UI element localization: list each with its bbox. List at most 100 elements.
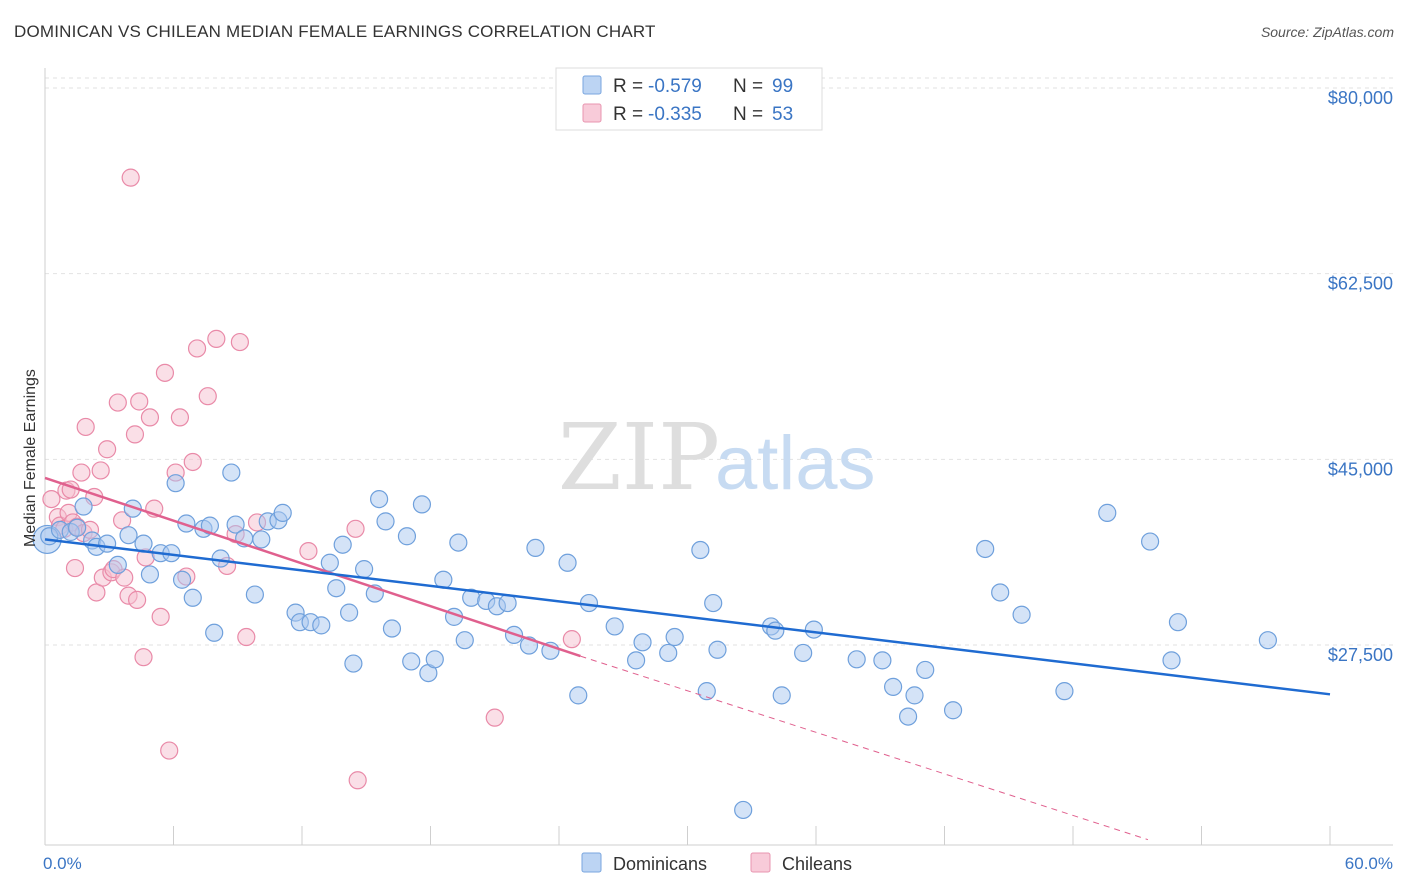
dominicans-point-71 (697, 682, 716, 701)
dominicans-point-90 (1055, 682, 1074, 701)
chileans-point-41 (198, 387, 217, 406)
dominicans-point-30 (273, 503, 292, 522)
chileans-point-45 (230, 332, 249, 352)
y-tick-label-0: $27,500 (1328, 645, 1393, 665)
dominicans-point-22 (211, 549, 230, 568)
dominicans-point-81 (873, 651, 892, 670)
legend-swatch-dominicans (582, 75, 602, 95)
dominicans-point-77 (772, 686, 791, 705)
dominicans-point-26 (245, 585, 264, 604)
dominicans-point-95 (1258, 631, 1277, 650)
x-tick-label-max: 60.0% (1345, 854, 1393, 873)
dominicans-point-24 (226, 515, 245, 534)
dominicans-point-86 (943, 701, 963, 720)
dominicans-point-49 (425, 650, 444, 669)
x-tick-label-min: 0.0% (43, 854, 82, 873)
chileans-point-18 (98, 440, 117, 459)
dominicans-points (32, 463, 1277, 820)
dominicans-point-80 (847, 650, 866, 669)
dominicans-point-91 (1098, 503, 1117, 522)
dominicans-point-46 (402, 652, 421, 671)
dominicans-point-69 (665, 627, 684, 647)
dominicans-point-73 (708, 640, 727, 659)
legend-n-label-2: N = (733, 104, 763, 125)
chileans-point-37 (170, 408, 190, 427)
chileans-point-46 (237, 627, 256, 647)
chileans-point-12 (76, 417, 95, 437)
dominicans-point-40 (355, 560, 374, 579)
dominicans-point-94 (1168, 613, 1188, 632)
chileans-point-40 (187, 339, 207, 358)
dominicans-point-72 (704, 593, 723, 613)
chileans-point-50 (348, 771, 367, 790)
dominicans-point-20 (200, 516, 220, 535)
dominicans-point-92 (1140, 532, 1160, 551)
chileans-point-27 (127, 590, 147, 609)
dominicans-point-65 (605, 617, 624, 636)
dominicans-point-42 (370, 490, 389, 509)
dominicans-point-39 (344, 654, 363, 673)
dominicans-point-84 (905, 686, 924, 705)
legend-n-value-1: 99 (772, 76, 793, 97)
trend-lines (44, 476, 1331, 841)
chileans-point-33 (151, 607, 170, 626)
chileans-point-31 (140, 408, 160, 427)
watermark-zip: ZIP (558, 404, 720, 511)
dominicans-point-78 (794, 643, 813, 663)
dominicans-point-9 (119, 526, 138, 545)
dominicans-point-16 (172, 570, 192, 589)
dominicans-point-45 (397, 527, 417, 546)
dominicans-point-3 (68, 518, 87, 537)
dominicans-point-8 (108, 555, 127, 574)
chileans-point-52 (562, 630, 581, 649)
dominicans-point-4 (74, 497, 93, 516)
bottom-legend: Dominicans Chileans (581, 852, 852, 874)
dominicans-point-35 (320, 553, 339, 572)
chileans-trend-line (44, 476, 581, 658)
dominicans-point-36 (327, 579, 346, 598)
chileans-point-29 (134, 648, 153, 667)
chileans-point-25 (121, 168, 140, 187)
dominicans-point-74 (734, 800, 753, 820)
dominicans-point-85 (916, 660, 935, 680)
dominicans-point-7 (98, 534, 117, 553)
chileans-trend-extension (580, 655, 1149, 841)
dominicans-point-52 (449, 533, 468, 552)
dominicans-point-83 (898, 707, 918, 726)
y-tick-label-2: $62,500 (1328, 274, 1393, 294)
y-tick-label-1: $45,000 (1328, 459, 1393, 479)
legend-swatch-chileans (582, 103, 602, 123)
legend-r-label-1: R = (613, 76, 643, 97)
chileans-point-28 (130, 392, 149, 411)
dominicans-point-79 (804, 620, 823, 639)
dominicans-point-89 (1012, 605, 1031, 624)
y-axis-label: Median Female Earnings (22, 369, 39, 547)
chileans-point-39 (183, 452, 202, 472)
source-label: Source: ZipAtlas.com (1260, 24, 1394, 40)
legend-r-value-2: -0.335 (648, 104, 702, 125)
bottom-legend-dominicans: Dominicans (613, 854, 707, 874)
dominicans-point-47 (412, 495, 432, 514)
dominicans-point-17 (177, 514, 196, 533)
chileans-point-21 (108, 393, 127, 412)
dominicans-point-68 (659, 643, 678, 663)
dominicans-point-62 (558, 553, 577, 572)
chileans-point-49 (346, 519, 365, 538)
chileans-point-34 (155, 363, 175, 382)
chileans-point-16 (91, 461, 110, 480)
chileans-point-10 (72, 463, 91, 482)
dominicans-point-82 (883, 677, 903, 696)
dominicans-point-87 (976, 539, 995, 559)
legend-r-value-1: -0.579 (648, 76, 702, 97)
dominicans-point-63 (569, 686, 588, 705)
dominicans-point-70 (691, 540, 710, 560)
dominicans-point-76 (766, 621, 785, 640)
chileans-point-48 (299, 541, 318, 561)
gridlines (45, 77, 1393, 646)
chileans-point-8 (65, 558, 85, 578)
bottom-legend-swatch-dominicans (581, 852, 602, 873)
dominicans-point-38 (340, 603, 359, 622)
chart-title: DOMINICAN VS CHILEAN MEDIAN FEMALE EARNI… (14, 22, 656, 41)
axes (44, 68, 1393, 846)
